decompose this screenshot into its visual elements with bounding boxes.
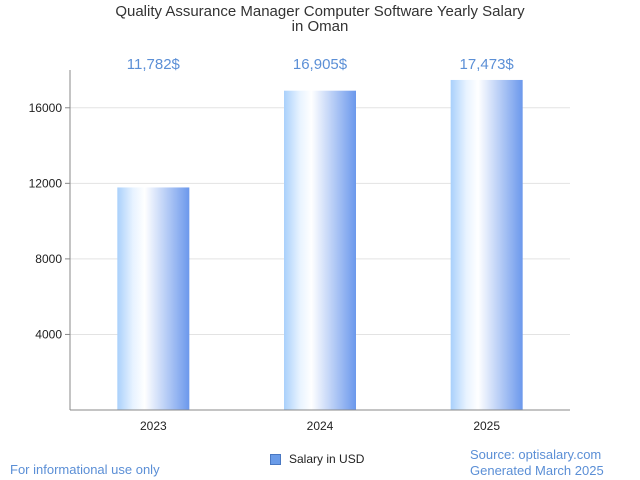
y-tick-label: 16000 bbox=[29, 101, 63, 115]
x-tick-label: 2025 bbox=[473, 419, 500, 433]
legend-label: Salary in USD bbox=[289, 452, 365, 466]
data-labels: 11,782$ 16,905$ 17,473$ bbox=[127, 56, 515, 73]
chart-title-line2: in Oman bbox=[291, 18, 349, 35]
bar-2023 bbox=[117, 187, 190, 410]
bar-2024 bbox=[284, 90, 356, 410]
data-label: 17,473$ bbox=[460, 56, 515, 73]
x-tick-label: 2023 bbox=[140, 419, 167, 433]
legend-swatch bbox=[270, 453, 281, 465]
bars bbox=[117, 79, 523, 411]
axes: 4000 8000 12000 16000 2023 2024 2025 bbox=[29, 70, 570, 433]
generated-text: Generated March 2025 bbox=[470, 463, 604, 478]
source-block: Source: optisalary.com Generated March 2… bbox=[470, 447, 604, 479]
data-label: 11,782$ bbox=[127, 56, 181, 73]
chart-title-line1: Quality Assurance Manager Computer Softw… bbox=[115, 3, 525, 20]
source-text: Source: optisalary.com bbox=[470, 447, 602, 462]
chart-title: Quality Assurance Manager Computer Softw… bbox=[0, 4, 640, 34]
data-label: 16,905$ bbox=[293, 56, 348, 73]
legend: Salary in USD bbox=[270, 452, 364, 466]
bar-2025 bbox=[450, 79, 523, 411]
disclaimer-text: For informational use only bbox=[10, 462, 160, 477]
x-tick-label: 2024 bbox=[307, 419, 334, 433]
y-tick-label: 12000 bbox=[29, 176, 63, 190]
y-tick-label: 4000 bbox=[35, 327, 62, 341]
y-tick-label: 8000 bbox=[35, 252, 62, 266]
